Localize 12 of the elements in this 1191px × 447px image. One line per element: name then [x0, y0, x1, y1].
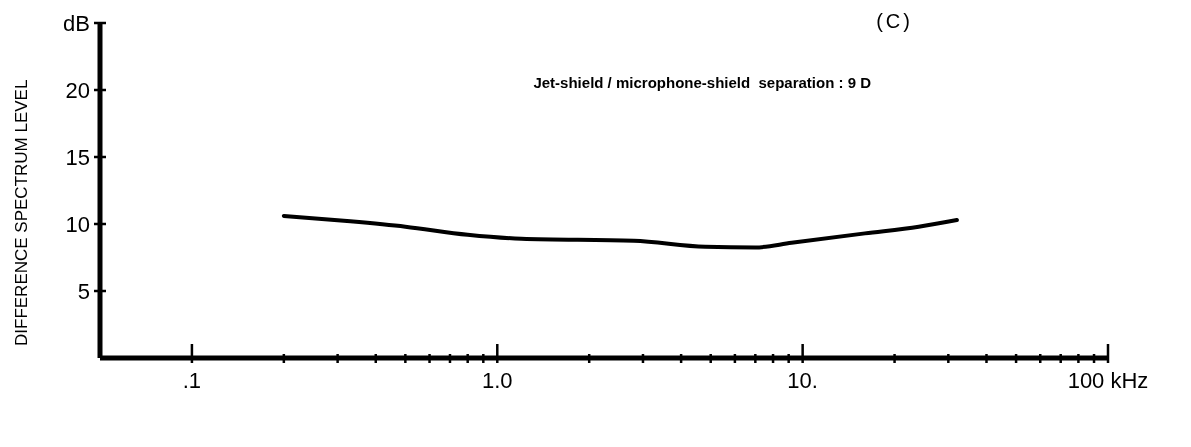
y-tick-label: 5 — [77, 279, 90, 304]
y-tick-label: 20 — [65, 78, 90, 103]
x-tick-label: 10. — [787, 368, 818, 393]
y-tick-label: 10 — [65, 212, 90, 237]
x-tick-label: 1.0 — [481, 368, 513, 393]
x-tick-label: 100 kHz — [1067, 368, 1149, 393]
y-tick-label: 15 — [65, 145, 90, 170]
annotation: (C) — [876, 10, 913, 33]
x-tick-label: .1 — [182, 368, 202, 393]
annotation: Jet-shield / microphone-shield separation : 9 D — [533, 74, 872, 91]
y-tick-label: dB — [63, 11, 90, 36]
y-axis-title: DIFFERENCE SPECTRUM LEVEL — [12, 78, 32, 349]
